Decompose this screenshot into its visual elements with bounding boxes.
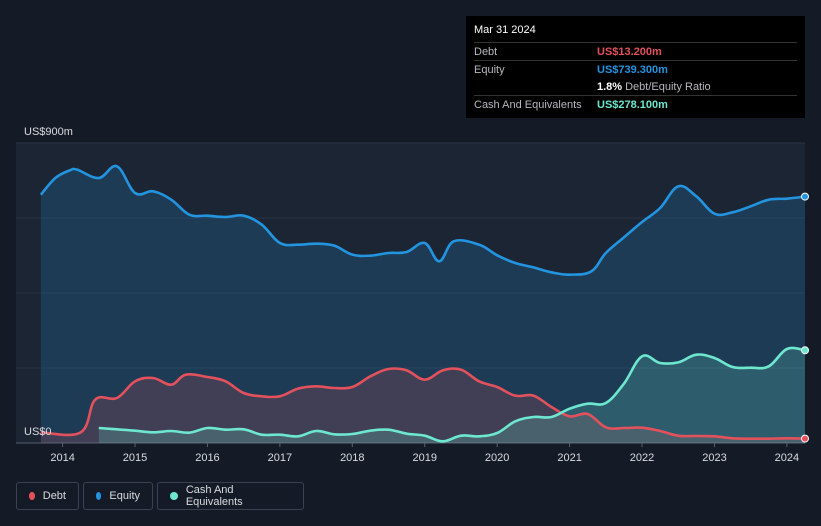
tooltip-ratio-row: 1.8% Debt/Equity Ratio (474, 78, 797, 95)
equity-dot-icon (96, 492, 102, 500)
x-tick-label: 2014 (50, 452, 74, 464)
x-tick-label: 2024 (775, 452, 799, 464)
cash-line (98, 346, 806, 443)
y-axis-bottom-label: US$0 (24, 426, 52, 438)
tooltip-cash-value: US$278.100m (597, 98, 668, 111)
x-tick-label: 2018 (340, 452, 364, 464)
x-tick-label: 2023 (702, 452, 726, 464)
debt-line (40, 367, 806, 441)
legend-cash-label: Cash And Equivalents (185, 484, 243, 508)
x-tick-label: 2022 (630, 452, 654, 464)
legend-debt[interactable]: Debt (16, 482, 79, 510)
gridlines (16, 142, 805, 444)
x-tick-label: 2021 (557, 452, 581, 464)
x-tick-label: 2015 (123, 452, 147, 464)
tooltip-cash-label: Cash And Equivalents (474, 98, 582, 111)
x-tick-label: 2019 (413, 452, 437, 464)
cash-endpoint (801, 346, 809, 355)
tooltip-equity-label: Equity (474, 63, 505, 76)
tooltip-equity-row: Equity US$739.300m (474, 60, 797, 78)
debt-dot-icon (29, 492, 35, 500)
tooltip-date: Mar 31 2024 (474, 24, 536, 36)
cash-area (98, 347, 805, 443)
tooltip: Mar 31 2024 Debt US$13.200m Equity US$73… (466, 16, 805, 118)
equity-line (39, 164, 806, 276)
legend-debt-label: Debt (42, 490, 66, 502)
series-lines (39, 164, 806, 443)
tooltip-ratio-value: 1.8% (597, 80, 623, 93)
tooltip-ratio-label: Debt/Equity Ratio (625, 80, 711, 93)
series-areas (40, 165, 805, 443)
tooltip-cash-row: Cash And Equivalents US$278.100m (474, 95, 797, 113)
x-tick-label: 2016 (195, 452, 219, 464)
legend-equity[interactable]: Equity (83, 482, 153, 510)
tooltip-debt-label: Debt (474, 45, 498, 58)
legend-cash[interactable]: Cash And Equivalents (157, 482, 304, 510)
series-endpoints (801, 192, 809, 443)
tooltip-equity-value: US$739.300m (597, 63, 668, 76)
tooltip-debt-value: US$13.200m (597, 45, 662, 58)
x-tick-label: 2020 (485, 452, 509, 464)
x-tick-label: 2017 (268, 452, 292, 464)
y-axis-top-label: US$900m (24, 126, 73, 138)
debt-area (40, 368, 805, 443)
debt-endpoint (801, 434, 809, 443)
equity-area (40, 165, 805, 443)
equity-endpoint (801, 192, 809, 201)
x-axis-ticks: 2014 2015 2016 2017 2018 2019 2020 2021 2022 2023… (50, 443, 799, 464)
legend-equity-label: Equity (109, 490, 140, 502)
cash-dot-icon (170, 492, 178, 500)
tooltip-debt-row: Debt US$13.200m (474, 42, 797, 60)
